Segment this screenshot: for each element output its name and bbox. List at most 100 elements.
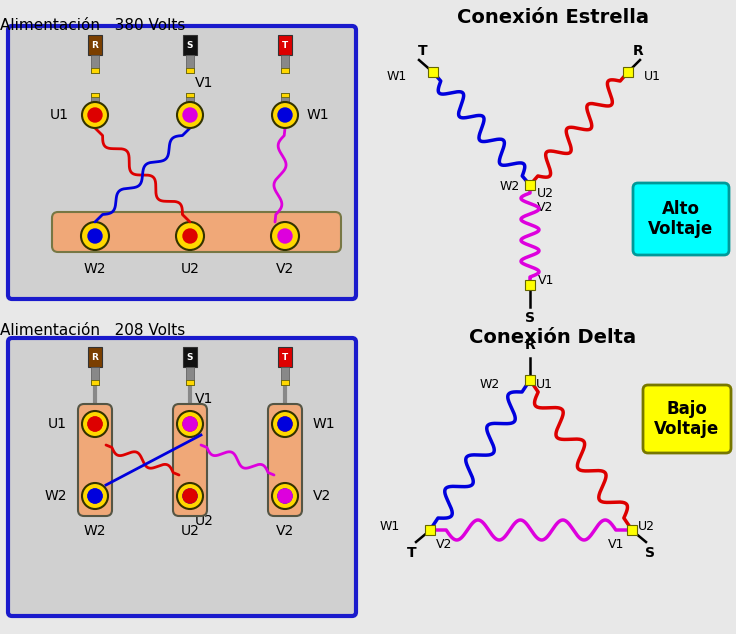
Bar bbox=[281, 55, 289, 73]
Circle shape bbox=[88, 417, 102, 431]
Text: V1: V1 bbox=[195, 76, 213, 90]
Text: W1: W1 bbox=[307, 108, 330, 122]
Bar bbox=[278, 35, 292, 55]
Circle shape bbox=[272, 102, 298, 128]
Circle shape bbox=[183, 489, 197, 503]
FancyBboxPatch shape bbox=[78, 404, 112, 516]
Circle shape bbox=[177, 102, 203, 128]
Circle shape bbox=[82, 483, 108, 509]
Text: U2: U2 bbox=[537, 187, 554, 200]
Text: R: R bbox=[525, 338, 535, 352]
Text: U1: U1 bbox=[536, 377, 553, 391]
Circle shape bbox=[177, 411, 203, 437]
Text: V1: V1 bbox=[608, 538, 624, 551]
Text: W2: W2 bbox=[84, 524, 106, 538]
Bar bbox=[186, 380, 194, 385]
Bar bbox=[525, 280, 535, 290]
Text: W1: W1 bbox=[386, 70, 407, 82]
Text: V1: V1 bbox=[195, 392, 213, 406]
Bar bbox=[428, 67, 438, 77]
Circle shape bbox=[183, 489, 197, 503]
Circle shape bbox=[82, 411, 108, 437]
Circle shape bbox=[271, 222, 299, 250]
Circle shape bbox=[176, 222, 204, 250]
Bar bbox=[183, 347, 197, 367]
Bar bbox=[627, 525, 637, 535]
Bar bbox=[281, 93, 289, 97]
Text: V2: V2 bbox=[537, 201, 553, 214]
Circle shape bbox=[177, 483, 203, 509]
Bar bbox=[281, 367, 289, 385]
Circle shape bbox=[272, 411, 298, 437]
Circle shape bbox=[278, 489, 292, 503]
Bar bbox=[281, 68, 289, 73]
Text: R: R bbox=[91, 353, 99, 361]
Text: W2: W2 bbox=[500, 181, 520, 193]
Bar bbox=[186, 93, 194, 97]
Text: T: T bbox=[407, 546, 417, 560]
Bar bbox=[91, 55, 99, 73]
Bar bbox=[525, 180, 535, 190]
Text: S: S bbox=[645, 546, 655, 560]
Bar bbox=[186, 68, 194, 73]
FancyBboxPatch shape bbox=[8, 26, 356, 299]
Text: V2: V2 bbox=[276, 262, 294, 276]
Text: W2: W2 bbox=[84, 262, 106, 276]
Circle shape bbox=[278, 489, 292, 503]
Circle shape bbox=[183, 229, 197, 243]
Circle shape bbox=[88, 417, 102, 431]
Text: U2: U2 bbox=[195, 514, 214, 528]
FancyBboxPatch shape bbox=[633, 183, 729, 255]
Bar bbox=[525, 375, 535, 385]
Text: Alimentación   208 Volts: Alimentación 208 Volts bbox=[1, 323, 185, 338]
Bar bbox=[425, 525, 435, 535]
Text: S: S bbox=[187, 353, 194, 361]
Circle shape bbox=[88, 489, 102, 503]
Text: S: S bbox=[525, 311, 535, 325]
Text: W2: W2 bbox=[44, 489, 67, 503]
Bar bbox=[278, 347, 292, 367]
Circle shape bbox=[183, 108, 197, 122]
FancyBboxPatch shape bbox=[8, 338, 356, 616]
Bar bbox=[186, 55, 194, 73]
Bar bbox=[623, 67, 633, 77]
Circle shape bbox=[272, 483, 298, 509]
Circle shape bbox=[88, 229, 102, 243]
Text: V1: V1 bbox=[538, 275, 554, 287]
Bar bbox=[186, 93, 194, 105]
Bar bbox=[88, 35, 102, 55]
Text: R: R bbox=[633, 44, 643, 58]
FancyBboxPatch shape bbox=[643, 385, 731, 453]
Text: U1: U1 bbox=[644, 70, 661, 82]
Bar bbox=[88, 347, 102, 367]
Circle shape bbox=[88, 108, 102, 122]
FancyBboxPatch shape bbox=[173, 404, 207, 516]
Text: U2: U2 bbox=[180, 262, 199, 276]
Bar bbox=[281, 380, 289, 385]
Bar bbox=[91, 380, 99, 385]
Bar bbox=[91, 68, 99, 73]
FancyBboxPatch shape bbox=[268, 404, 302, 516]
FancyBboxPatch shape bbox=[52, 212, 341, 252]
Circle shape bbox=[278, 417, 292, 431]
Circle shape bbox=[278, 229, 292, 243]
Bar bbox=[281, 93, 289, 105]
Circle shape bbox=[278, 108, 292, 122]
Text: T: T bbox=[282, 353, 288, 361]
Bar bbox=[91, 367, 99, 385]
Circle shape bbox=[81, 222, 109, 250]
Text: V2: V2 bbox=[313, 489, 331, 503]
Text: W2: W2 bbox=[480, 377, 500, 391]
Text: Conexión Delta: Conexión Delta bbox=[470, 328, 637, 347]
Bar bbox=[183, 35, 197, 55]
Text: T: T bbox=[418, 44, 428, 58]
Circle shape bbox=[278, 417, 292, 431]
Text: W1: W1 bbox=[313, 417, 336, 431]
Circle shape bbox=[82, 102, 108, 128]
Text: R: R bbox=[91, 41, 99, 49]
Text: Bajo
Voltaje: Bajo Voltaje bbox=[654, 399, 720, 438]
Text: U2: U2 bbox=[638, 519, 655, 533]
Text: Conexión Estrella: Conexión Estrella bbox=[457, 8, 649, 27]
Text: V2: V2 bbox=[276, 524, 294, 538]
Circle shape bbox=[183, 417, 197, 431]
